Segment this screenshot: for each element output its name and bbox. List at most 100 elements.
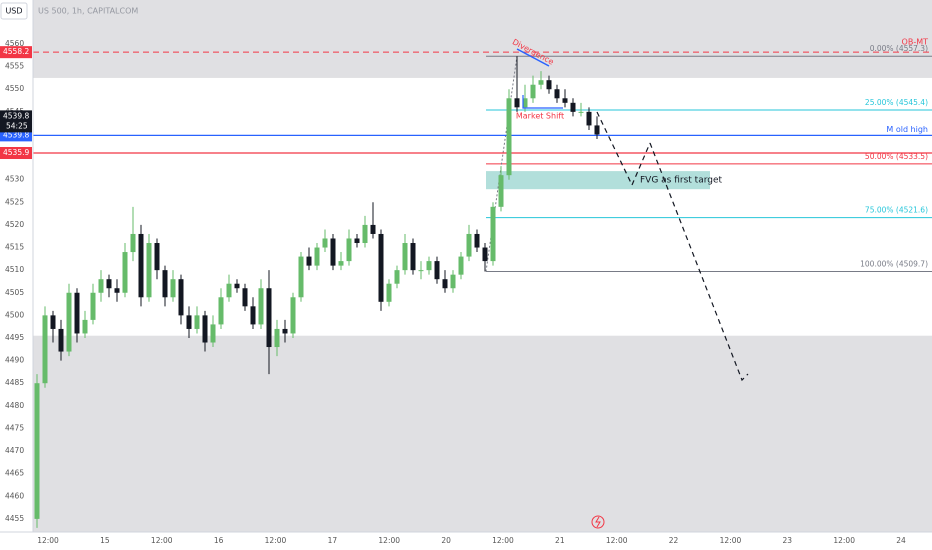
x-tick-label: 23 [783,536,793,545]
y-tick-label: 4510 [5,265,24,274]
y-tick-label: 4455 [5,514,24,523]
candle-body [514,98,520,108]
axes: 4455 4460 4465 4470 4475 4480 4485 4490 4495 4500… [0,39,906,545]
fib-label: 25.00% (4545.4) [865,98,928,107]
y-tick-label: 4485 [5,378,24,387]
candle-body [138,233,144,298]
annotation: OB-MT [902,38,929,47]
candle-body [66,292,72,352]
candle-body [274,328,280,348]
last-price-label: 4539.8 [3,111,29,120]
candle-body [82,319,88,334]
candle-body [458,256,464,275]
y-tick-label: 4560 [5,39,24,48]
x-tick-label: 21 [555,536,565,545]
annotation: M old high [886,125,928,134]
x-tick-label: 12:00 [833,536,855,545]
candle-body [370,224,376,234]
x-tick-label: 12:00 [378,536,400,545]
candle-body [290,297,296,334]
y-tick-label: 4465 [5,469,24,478]
candle-body [546,80,552,90]
annotation: Market Shift [516,112,564,121]
candle-body [394,270,400,284]
price-tag [0,46,32,59]
x-tick-label: 16 [214,536,224,545]
candle-body [234,283,240,289]
candle-body [338,261,344,266]
countdown: 54:25 [6,121,28,130]
candle-body [306,256,312,266]
candle-body [202,315,208,343]
candle-body [410,243,416,271]
x-tick-label: 12:00 [37,536,59,545]
candle-body [450,274,456,289]
candle-body [130,233,136,253]
y-tick-label: 4550 [5,84,24,93]
event-icon[interactable] [591,515,605,529]
candle-body [522,98,528,108]
candle-body [178,279,184,316]
price-axis [0,0,33,532]
candle-body [42,315,48,384]
candle-body [114,288,120,293]
projection [596,111,749,382]
candle-body [434,261,440,280]
y-tick-label: 4520 [5,220,24,229]
y-tick-label: 4475 [5,423,24,432]
currency: USD [5,7,22,16]
candle-body [218,297,224,325]
fvg-label: FVG as first target [640,176,723,186]
candle-body [490,206,496,262]
y-tick-label: 4495 [5,333,24,342]
price-tag-label: 4535.9 [3,148,29,157]
x-tick-label: 20 [441,536,451,545]
candle-body [58,328,64,352]
candle-body [346,238,352,262]
y-tick-label: 4525 [5,197,24,206]
y-tick-label: 4470 [5,446,24,455]
candle-body [378,233,384,302]
candle-body [322,238,328,248]
candle-body [226,283,232,298]
y-tick-label: 4460 [5,491,24,500]
candle-body [170,279,176,298]
y-tick-label: 4505 [5,288,24,297]
y-tick-label: 4500 [5,310,24,319]
x-tick-label: 12:00 [492,536,514,545]
candle-body [266,288,272,348]
candle-body [162,270,168,298]
candle-body [298,256,304,298]
candle-body [570,102,576,112]
currency-box [0,2,28,20]
candle-body [242,288,248,307]
shaded-zone [33,0,932,78]
candle-body [538,80,544,85]
candle-body [98,279,104,293]
candle-body [362,224,368,244]
candle-body [354,238,360,244]
candle-body [474,233,480,248]
candle-body [562,98,568,103]
candle-body [122,252,128,293]
candle-body [466,233,472,257]
fib-label: 75.00% (4521.6) [865,206,928,215]
candle-body [586,111,592,126]
market-shift-line [522,95,563,109]
x-tick-label: 22 [669,536,679,545]
candle-body [314,247,320,266]
fib-label: 100.00% (4509.7) [860,260,928,269]
candle-body [50,315,56,329]
x-tick-label: 12:00 [151,536,173,545]
candle-body [90,292,96,320]
y-tick-label: 4555 [5,62,24,71]
candle-body [194,315,200,329]
candle-body [578,111,584,113]
candle-body [554,89,560,99]
price-tag [0,147,32,160]
price-tag-label: 4539.8 [3,130,29,139]
divergence-line [516,48,550,67]
y-tick-label: 4490 [5,356,24,365]
candle-body [34,383,40,519]
candle-body [482,247,488,262]
